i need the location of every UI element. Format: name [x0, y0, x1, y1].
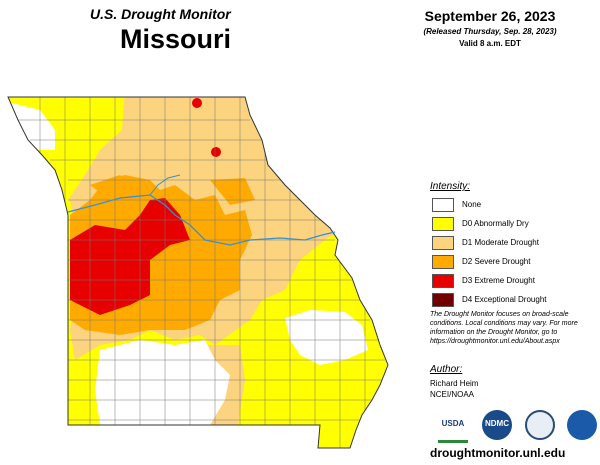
author-title: Author:	[430, 364, 463, 375]
legend-title: Intensity:	[430, 181, 471, 192]
logo	[567, 410, 597, 440]
author-name: Richard Heim	[430, 379, 479, 388]
drought-area	[211, 147, 221, 157]
map-date: September 26, 2023	[424, 8, 556, 24]
drought-area	[70, 198, 190, 315]
legend-label: D4 Exceptional Drought	[462, 295, 547, 304]
legend-swatch	[432, 255, 454, 269]
state-outline	[7, 96, 389, 449]
river	[149, 174, 181, 196]
missouri-river	[67, 194, 336, 246]
drought-area	[192, 98, 202, 108]
logo: USDA	[438, 410, 468, 443]
legend-swatch	[432, 236, 454, 250]
website: droughtmonitor.unl.edu	[430, 446, 566, 460]
legend-label: None	[462, 200, 482, 209]
logo: NDMC	[482, 410, 512, 440]
legend-label: D1 Moderate Drought	[462, 238, 539, 247]
drought-area	[285, 310, 368, 365]
drought-area	[95, 340, 230, 425]
valid-time: Valid 8 a.m. EDT	[459, 39, 521, 48]
title: U.S. Drought Monitor	[90, 6, 231, 22]
legend-label: D3 Extreme Drought	[462, 276, 535, 285]
logo	[525, 410, 555, 440]
legend-swatch	[432, 274, 454, 288]
release-date: (Released Thursday, Sep. 28, 2023)	[423, 27, 557, 36]
legend-swatch	[432, 293, 454, 307]
state-fill	[8, 97, 388, 448]
drought-area	[90, 175, 255, 205]
legend-label: D0 Abnormally Dry	[462, 219, 529, 228]
legend-swatch	[432, 198, 454, 212]
state-name: Missouri	[120, 24, 232, 54]
legend-swatch	[432, 217, 454, 231]
note: The Drought Monitor focuses on broad-sca…	[430, 311, 578, 345]
legend-label: D2 Severe Drought	[462, 257, 531, 266]
author-org: NCEI/NOAA	[430, 390, 475, 399]
